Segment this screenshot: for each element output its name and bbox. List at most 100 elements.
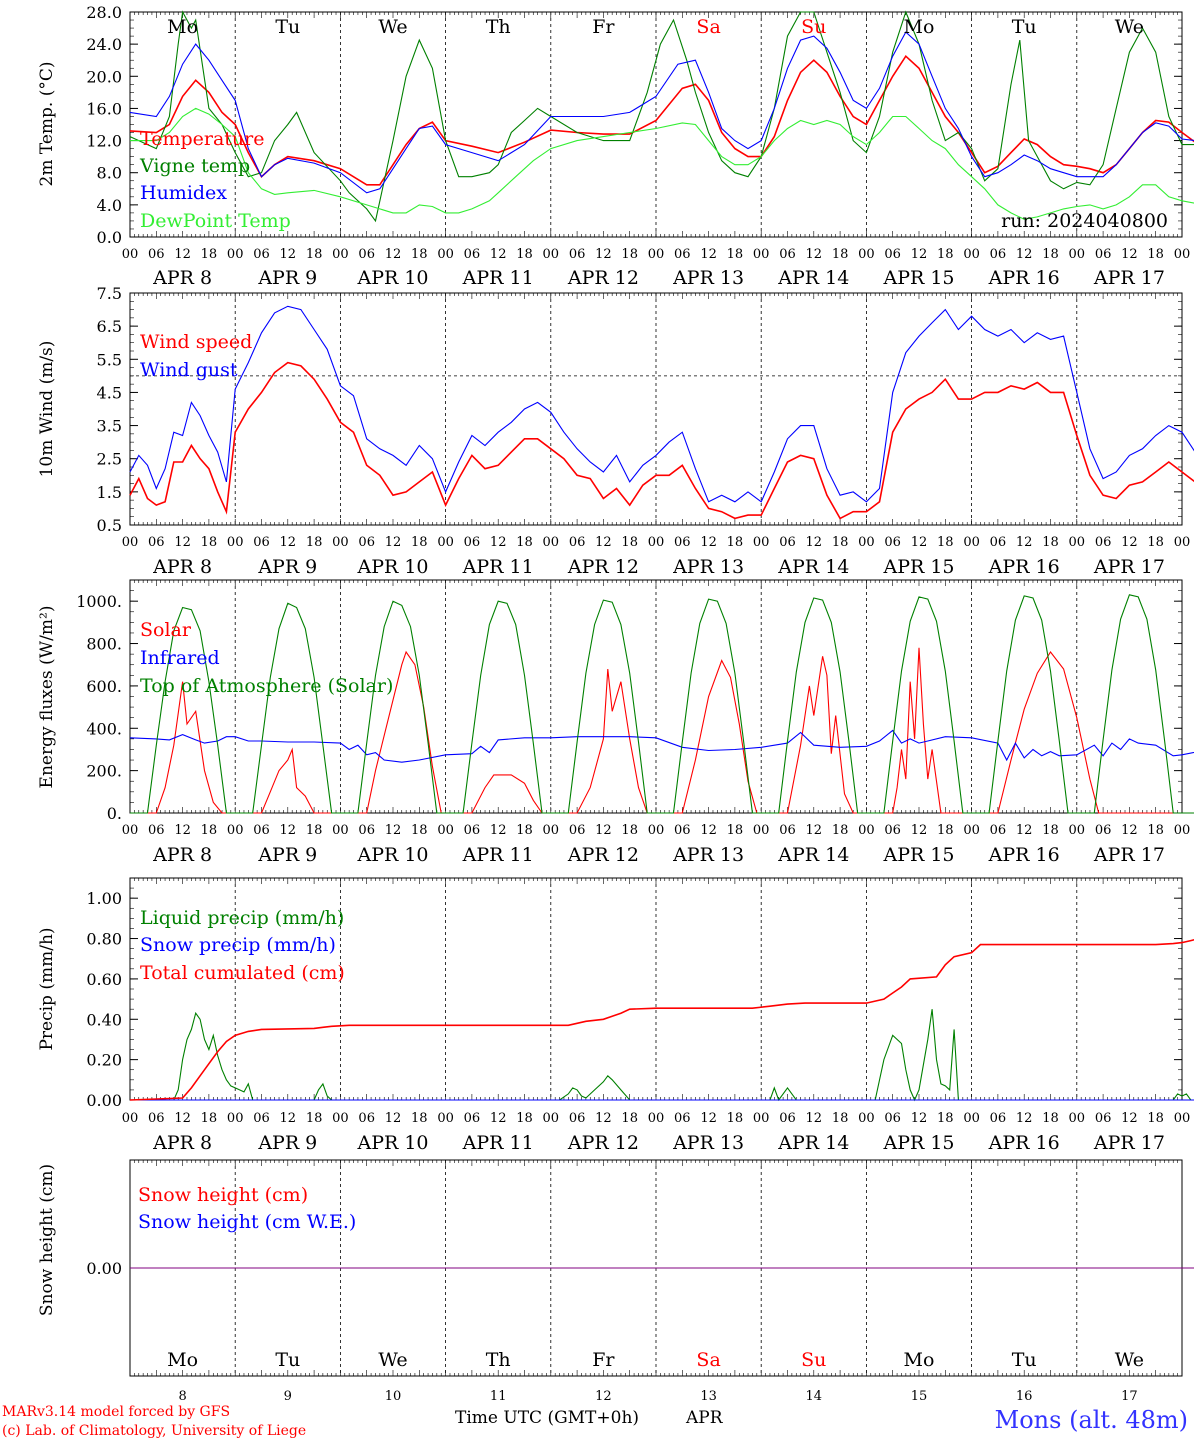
legend-entry: Humidex [140,182,227,204]
hour-tick-label: 06 [148,823,165,838]
hour-tick-label: 00 [122,247,139,262]
hour-tick-label: 12 [1016,1111,1033,1126]
hour-tick-label: 00 [1174,1111,1191,1126]
hour-tick-label: 12 [700,535,717,550]
hour-tick-label: 18 [201,535,218,550]
date-label: APR 12 [567,844,639,866]
hour-tick-label: 12 [174,823,191,838]
y-tick-label: 8.0 [97,164,122,183]
hour-tick-label: 06 [674,823,691,838]
hour-tick-label: 12 [700,247,717,262]
series-line-vigne-temp [129,10,1194,223]
hour-tick-label: 18 [516,535,533,550]
panel-2: 0.5 1.5 2.5 3.5 4.5 5.5 6.5 7.5 10m Wind (m/s) Wi… [37,284,1194,578]
hour-tick-label: 06 [569,823,586,838]
weekday-label: Th [486,1349,511,1371]
series-line-humidex [129,31,1194,194]
hour-tick-label: 12 [595,247,612,262]
legend-entry: Snow height (cm) [138,1184,308,1206]
hour-tick-label: 00 [332,535,349,550]
date-label: APR 13 [672,556,744,578]
hour-tick-label: 12 [174,247,191,262]
hour-tick-label: 00 [753,247,770,262]
hour-tick-label: 18 [201,1111,218,1126]
legend-entry: Wind gust [140,359,238,381]
hour-tick-label: 18 [937,1111,954,1126]
hour-tick-label: 18 [306,1111,323,1126]
y-tick-label: 0.40 [86,1010,122,1029]
y-axis-label: 2m Temp. (°C) [37,61,57,186]
hour-tick-label: 00 [543,247,560,262]
hour-tick-label: 18 [621,535,638,550]
hour-tick-label: 00 [858,247,875,262]
date-label: APR 13 [672,844,744,866]
date-label: APR 8 [152,1132,212,1154]
legend-entry: DewPoint Temp [140,210,291,232]
hour-tick-label: 12 [385,247,402,262]
date-label: APR 12 [567,267,639,289]
hour-tick-label: 12 [806,1111,823,1126]
weekday-label: Tu [275,16,300,38]
legend-entry: Snow height (cm W.E.) [138,1211,356,1233]
hour-tick-label: 06 [779,1111,796,1126]
date-label: APR 14 [777,1132,849,1154]
hour-tick-label: 06 [148,247,165,262]
weekday-label: Th [486,16,511,38]
date-label: APR 10 [356,556,428,578]
legend-entry: Top of Atmosphere (Solar) [140,675,393,697]
date-label: APR 10 [356,1132,428,1154]
date-label: APR 13 [672,267,744,289]
date-label: APR 15 [882,844,954,866]
date-label: APR 10 [356,844,428,866]
hour-tick-label: 18 [1147,247,1164,262]
hour-tick-label: 18 [306,823,323,838]
date-label: APR 16 [988,1132,1060,1154]
weekday-label: Tu [1012,16,1037,38]
hour-tick-label: 06 [148,1111,165,1126]
legend-entry: Liquid precip (mm/h) [140,907,344,929]
date-label: APR 14 [777,556,849,578]
date-label: APR 10 [356,267,428,289]
hour-tick-label: 00 [648,1111,665,1126]
hour-tick-label: 18 [411,247,428,262]
day-number-label: 15 [911,1389,928,1404]
day-number-label: 8 [178,1389,186,1404]
hour-tick-label: 12 [911,823,928,838]
hour-tick-label: 18 [1147,1111,1164,1126]
hour-tick-label: 06 [990,1111,1007,1126]
legend-entry: Infrared [140,647,220,669]
hour-tick-label: 06 [674,1111,691,1126]
hour-tick-label: 00 [1174,823,1191,838]
y-tick-label: 1.5 [97,483,122,502]
series-line-wind-speed [129,361,1194,520]
hour-tick-label: 06 [253,823,270,838]
hour-tick-label: 12 [911,247,928,262]
hour-tick-label: 00 [753,1111,770,1126]
hour-tick-label: 06 [990,535,1007,550]
hour-tick-label: 00 [1069,1111,1086,1126]
date-label: APR 11 [462,556,534,578]
weekday-label: Tu [1012,1349,1037,1371]
hour-tick-label: 00 [332,823,349,838]
hour-tick-label: 18 [516,247,533,262]
hour-tick-label: 12 [595,535,612,550]
hour-tick-label: 12 [1121,535,1138,550]
y-tick-label: 0.20 [86,1051,122,1070]
hour-tick-label: 18 [306,247,323,262]
legend-entry: Vigne temp [139,155,250,177]
date-label: APR 17 [1093,844,1165,866]
weekday-label: Su [801,16,826,38]
hour-tick-label: 00 [753,535,770,550]
hour-tick-label: 18 [727,535,744,550]
hour-tick-label: 18 [411,823,428,838]
hour-tick-label: 06 [884,535,901,550]
hour-tick-label: 00 [648,535,665,550]
hour-tick-label: 12 [595,823,612,838]
hour-tick-label: 00 [122,823,139,838]
hour-tick-label: 18 [201,247,218,262]
day-number-label: 11 [490,1389,507,1404]
hour-tick-label: 00 [543,1111,560,1126]
weekday-label: We [378,16,407,38]
hour-tick-label: 00 [648,247,665,262]
weekday-label: Mo [167,16,198,38]
